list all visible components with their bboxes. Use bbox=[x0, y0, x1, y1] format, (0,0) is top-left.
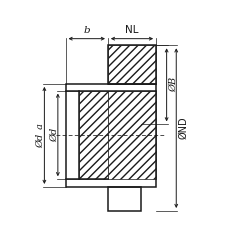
Bar bbox=[79, 91, 108, 179]
Text: Ød: Ød bbox=[50, 128, 59, 142]
Text: NL: NL bbox=[125, 25, 139, 35]
Text: Ød_a: Ød_a bbox=[35, 123, 45, 148]
Bar bbox=[108, 46, 156, 84]
Text: ØND: ØND bbox=[178, 117, 188, 140]
Bar bbox=[108, 91, 156, 179]
Text: b: b bbox=[84, 26, 90, 35]
Text: ØB: ØB bbox=[169, 77, 178, 92]
